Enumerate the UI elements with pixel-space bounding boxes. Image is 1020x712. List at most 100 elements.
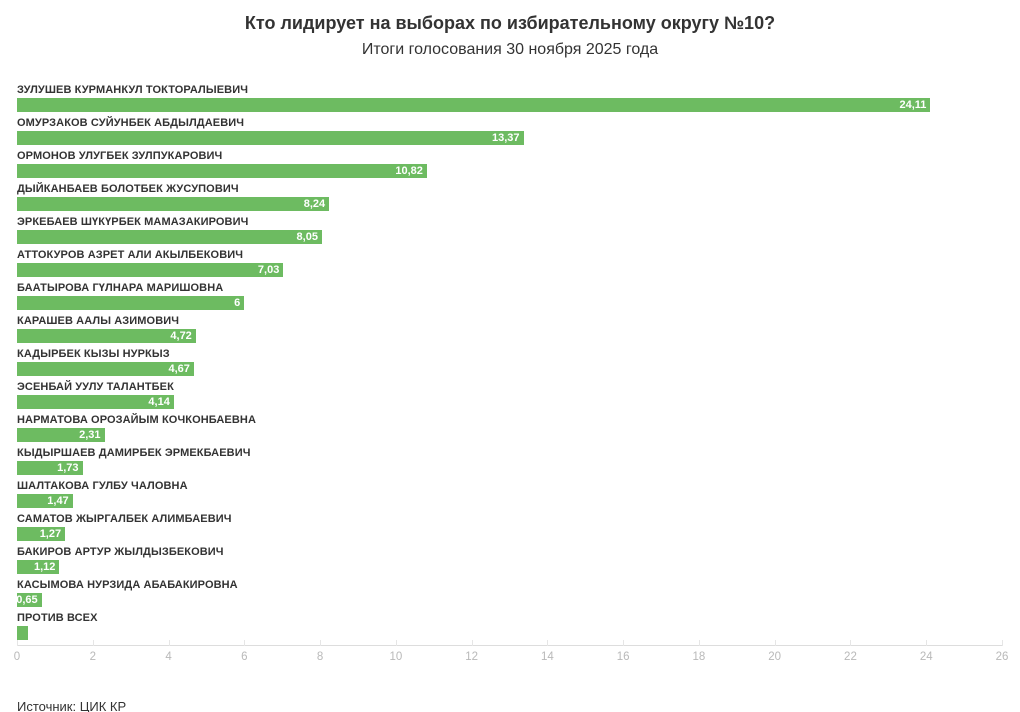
- bar-track: 4,67: [17, 362, 1002, 376]
- source-note: Источник: ЦИК КР: [17, 699, 1003, 712]
- x-axis-tick-label: 2: [89, 651, 96, 663]
- bar: 4,72: [17, 329, 196, 343]
- bar-label: ДЫЙКАНБАЕВ БОЛОТБЕК ЖУСУПОВИЧ: [17, 183, 239, 195]
- bar-track: 13,37: [17, 131, 1002, 145]
- bar: [17, 626, 29, 640]
- x-axis-tick-label: 4: [165, 651, 172, 663]
- bar: 4,67: [17, 362, 194, 376]
- bar-track: 1,27: [17, 527, 1002, 541]
- bar-label: ЗУЛУШЕВ КУРМАНКУЛ ТОКТОРАЛЫЕВИЧ: [17, 84, 249, 96]
- bar: 1,27: [17, 527, 66, 541]
- bar-label: КЫДЫРШАЕВ ДАМИРБЕК ЭРМЕКБАЕВИЧ: [17, 447, 251, 459]
- x-axis-tick-mark: [395, 640, 397, 646]
- bar-track: 1,12: [17, 560, 1002, 574]
- bar: 10,82: [17, 164, 427, 178]
- bar-row: ШАЛТАКОВА ГУЛБУ ЧАЛОВНА 1,47: [17, 480, 1002, 508]
- bar-label: ОРМОНОВ УЛУГБЕК ЗУЛПУКАРОВИЧ: [17, 150, 223, 162]
- bar-track: 0,65: [16, 593, 1002, 607]
- bar-row: КАСЫМОВА НУРЗИДА АБАБАКИРОВНА 0,65: [16, 579, 1002, 607]
- source-link[interactable]: ЦИК КР: [79, 699, 127, 712]
- bar-value: 8,05: [296, 231, 318, 243]
- chart-header: Кто лидирует на выборах по избирательном…: [0, 0, 1020, 60]
- bar: 1,12: [17, 560, 60, 574]
- bar-row: ОРМОНОВ УЛУГБЕК ЗУЛПУКАРОВИЧ 10,82: [17, 150, 1002, 178]
- bar-value: 10,82: [395, 165, 423, 177]
- bar-track: 10,82: [17, 164, 1002, 178]
- x-axis-tick-mark: [471, 640, 473, 646]
- page-title: Кто лидирует на выборах по избирательном…: [244, 13, 776, 33]
- bar-label: ЭРКЕБАЕВ ШҮКҮРБЕК МАМАЗАКИРОВИЧ: [17, 216, 249, 228]
- x-axis-tick-mark: [1002, 640, 1003, 646]
- bar: 8,05: [17, 230, 322, 244]
- bar-value: 1,12: [34, 561, 56, 573]
- x-axis-tick-label: 18: [692, 651, 706, 663]
- x-axis-tick-mark: [623, 640, 625, 646]
- bar-label: КАДЫРБЕК КЫЗЫ НУРКЫЗ: [17, 348, 170, 360]
- bar-row: ОМУРЗАКОВ СУЙУНБЕК АБДЫЛДАЕВИЧ 13,37: [17, 117, 1002, 145]
- bar: 6: [17, 296, 245, 310]
- bar-track: 24,11: [17, 98, 1002, 112]
- x-axis-tick-label: 10: [389, 651, 403, 663]
- bar-row: КАДЫРБЕК КЫЗЫ НУРКЫЗ 4,67: [17, 348, 1002, 376]
- source-prefix: Источник:: [17, 699, 80, 712]
- bar: 0,65: [16, 593, 42, 607]
- x-axis-tick-mark: [17, 640, 18, 646]
- bar-row: ЭСЕНБАЙ УУЛУ ТАЛАНТБЕК 4,14: [17, 381, 1002, 409]
- bar-track: 1,73: [17, 461, 1002, 475]
- bar-label: КАСЫМОВА НУРЗИДА АБАБАКИРОВНА: [17, 579, 238, 591]
- bar-row: ДЫЙКАНБАЕВ БОЛОТБЕК ЖУСУПОВИЧ 8,24: [17, 183, 1002, 211]
- bar-label: БАКИРОВ АРТУР ЖЫЛДЫЗБЕКОВИЧ: [17, 546, 224, 558]
- x-axis-tick-label: 22: [844, 651, 857, 663]
- bar-value: 2,31: [79, 429, 101, 441]
- x-axis-tick-label: 0: [13, 651, 21, 663]
- bar-row: КЫДЫРШАЕВ ДАМИРБЕК ЭРМЕКБАЕВИЧ 1,73: [17, 447, 1002, 475]
- bar-value: 1,73: [57, 462, 79, 474]
- bar: 7,03: [17, 263, 284, 277]
- bar-track: 1,47: [17, 494, 1002, 508]
- bar: 1,47: [17, 494, 73, 508]
- bar-value: 4,14: [148, 396, 170, 408]
- bar-value: 1,47: [47, 495, 69, 507]
- bar-label: ОМУРЗАКОВ СУЙУНБЕК АБДЫЛДАЕВИЧ: [17, 117, 245, 129]
- x-axis: 0 2 4 6 8 10 12 14 16 18 20 22 24 26: [13, 640, 1008, 672]
- bar-value: 4,67: [168, 363, 190, 375]
- bar-row: ЭРКЕБАЕВ ШҮКҮРБЕК МАМАЗАКИРОВИЧ 8,05: [17, 216, 1002, 244]
- x-axis-tick-label: 24: [919, 651, 933, 663]
- x-axis-tick-label: 6: [241, 651, 248, 663]
- bar-label: НАРМАТОВА ОРОЗАЙЫМ КОЧКОНБАЕВНА: [17, 414, 256, 426]
- bar-row: КАРАШЕВ ААЛЫ АЗИМОВИЧ 4,72: [17, 315, 1002, 343]
- bar-value: 6: [234, 297, 241, 309]
- bar-value: 0,65: [16, 594, 38, 606]
- bar-track: 4,14: [17, 395, 1002, 409]
- bar-label: САМАТОВ ЖЫРГАЛБЕК АЛИМБАЕВИЧ: [17, 513, 232, 525]
- bar-track: 7,03: [17, 263, 1002, 277]
- bar-track: [17, 626, 1002, 640]
- bar-row: ПРОТИВ ВСЕХ: [17, 612, 1002, 640]
- bar-row: БААТЫРОВА ГҮЛНАРА МАРИШОВНА 6: [17, 282, 1002, 310]
- bar-track: 6: [17, 296, 1002, 310]
- x-axis-tick-mark: [698, 640, 700, 646]
- x-axis-tick-mark: [926, 640, 928, 646]
- x-axis-tick-mark: [774, 640, 776, 646]
- x-axis-tick-label: 26: [995, 651, 1009, 663]
- bar-row: САМАТОВ ЖЫРГАЛБЕК АЛИМБАЕВИЧ 1,27: [17, 513, 1002, 541]
- bar-track: 8,24: [17, 197, 1002, 211]
- x-axis-tick-label: 16: [616, 651, 630, 663]
- bar-label: ЭСЕНБАЙ УУЛУ ТАЛАНТБЕК: [17, 381, 174, 393]
- x-axis-tick-label: 14: [540, 651, 554, 663]
- bar-value: 7,03: [257, 264, 280, 276]
- x-axis-tick-label: 20: [768, 651, 782, 663]
- page-subtitle: Итоги голосования 30 ноября 2025 года: [361, 41, 659, 58]
- x-axis-tick-mark: [850, 640, 852, 646]
- bar-row: ЗУЛУШЕВ КУРМАНКУЛ ТОКТОРАЛЫЕВИЧ 24,11: [17, 84, 1002, 112]
- bar: 8,24: [17, 197, 330, 211]
- bar-track: 2,31: [17, 428, 1002, 442]
- x-axis-tick-mark: [92, 640, 94, 646]
- bar-label: БААТЫРОВА ГҮЛНАРА МАРИШОВНА: [17, 282, 224, 294]
- bar-label: ШАЛТАКОВА ГУЛБУ ЧАЛОВНА: [17, 480, 188, 492]
- x-axis-tick-mark: [244, 640, 246, 646]
- bar-value: 8,24: [303, 198, 326, 210]
- bar-value: 4,72: [170, 330, 192, 342]
- bar-row: АТТОКУРОВ АЗРЕТ АЛИ АКЫЛБЕКОВИЧ 7,03: [17, 249, 1002, 277]
